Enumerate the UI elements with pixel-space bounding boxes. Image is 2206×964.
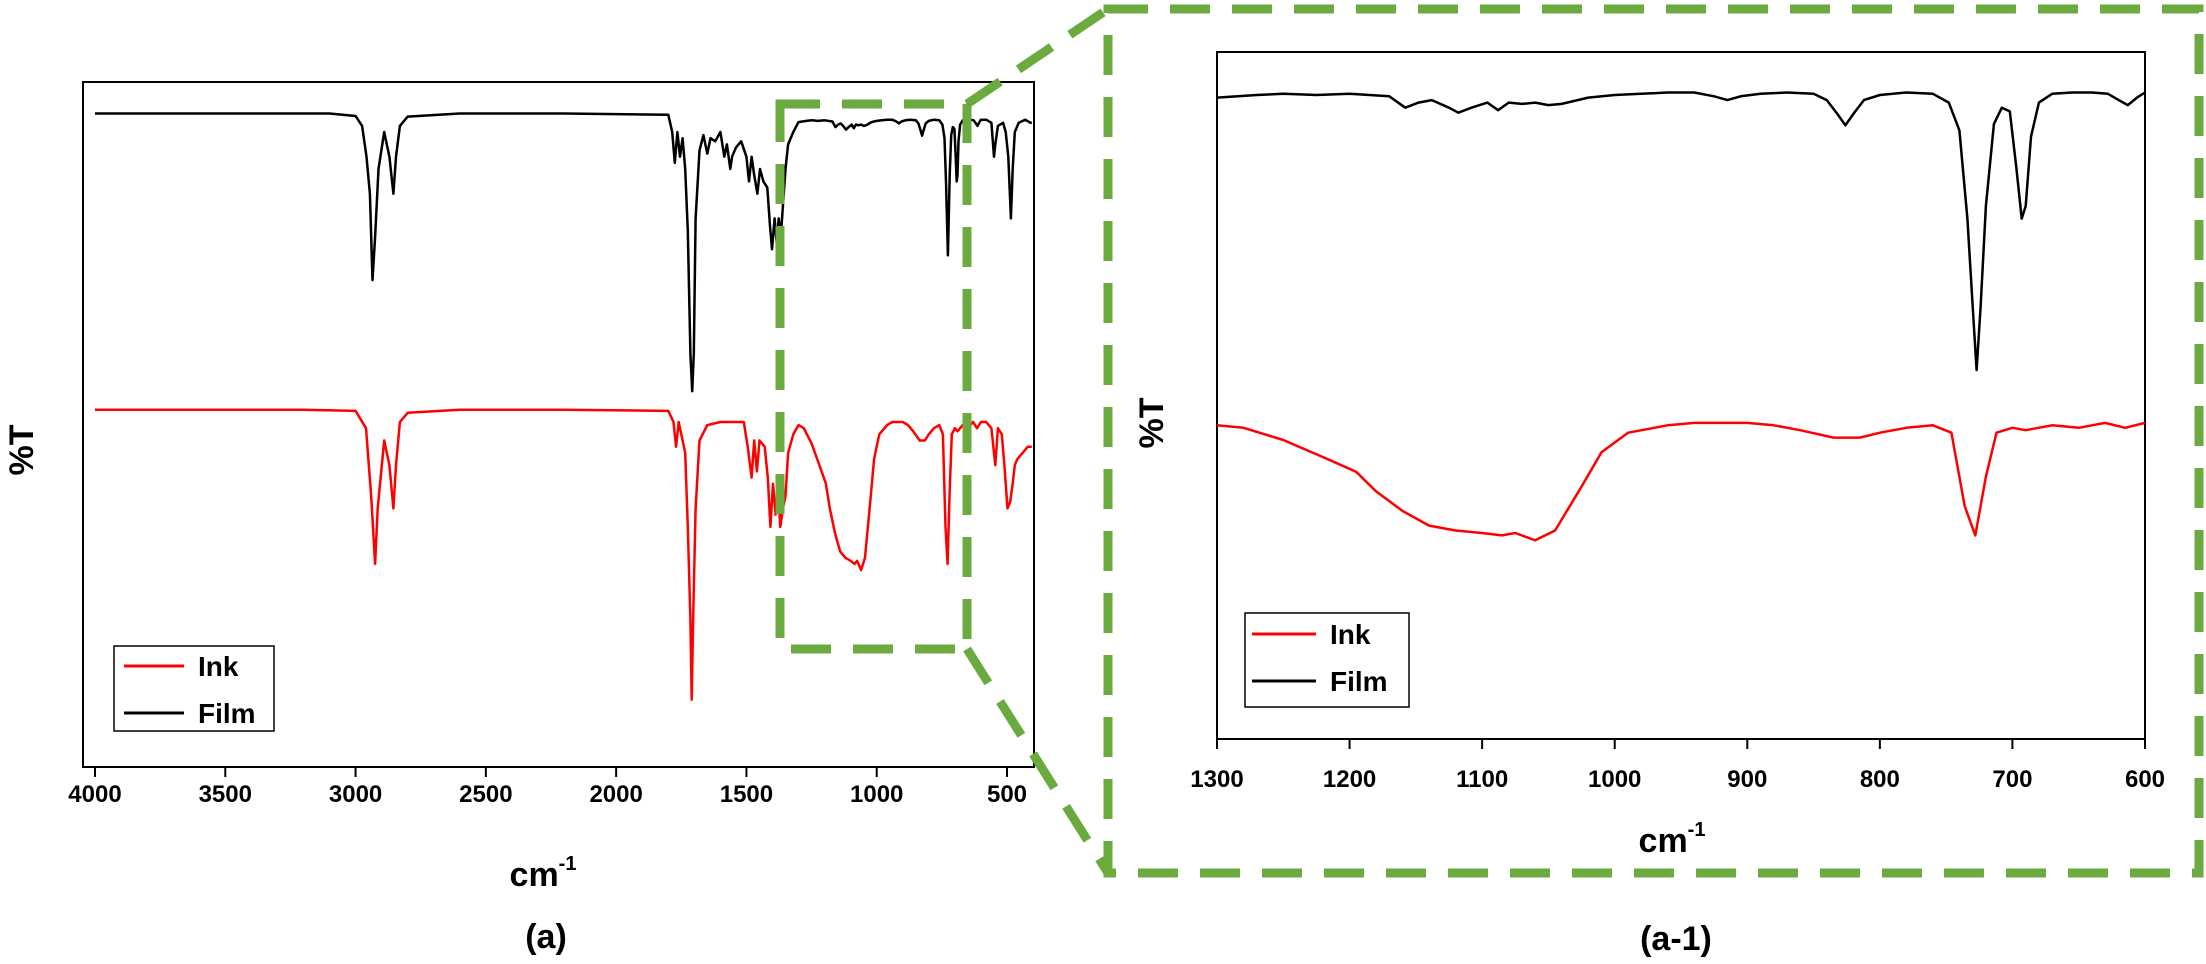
- x-tick-label: 1000: [1588, 766, 1641, 793]
- x-tick-label: 700: [1992, 766, 2032, 793]
- zoom-target-box: [1103, 4, 2204, 878]
- x-tick-label: 2500: [459, 781, 512, 808]
- panel-a: 4000 3500 3000 2500 2000 1500 1000 500 %T cm-1 …: [3, 81, 1035, 956]
- x-tick-label: 1500: [720, 781, 773, 808]
- legend-label-ink: Ink: [198, 651, 239, 682]
- zoom-source-box: [775, 99, 972, 654]
- legend-label-film: Film: [198, 698, 256, 729]
- x-tick-label: 1100: [1456, 766, 1508, 793]
- panel-a-legend-frame: [113, 645, 275, 732]
- panel-a1-x-ticks: 1300 1200 1100 1000 900 800 700 600: [1190, 739, 2165, 793]
- panel-a-plot-frame: [82, 81, 1035, 768]
- panel-a1-series: [1216, 91, 2146, 542]
- panel-a-series: [95, 112, 1032, 701]
- series-line-film: [95, 112, 1032, 393]
- panel-a1-legend: Ink Film: [1244, 612, 1410, 708]
- panel-a1-x-axis-label-unit: cm: [1639, 822, 1688, 860]
- zoom-connector-top: [964, 5, 1111, 108]
- zoom-indicator: [775, 4, 2204, 878]
- panel-a1-y-axis-label: %T: [1133, 397, 1171, 448]
- panel-a-x-axis-label-superscript: -1: [559, 853, 577, 875]
- x-tick-label: 2000: [589, 781, 642, 808]
- x-tick-label: 500: [987, 781, 1027, 808]
- x-tick-label: 1300: [1190, 766, 1243, 793]
- panel-a1-plot-frame: [1216, 51, 2146, 740]
- zoom-series-line-film: [1216, 91, 2146, 372]
- panel-a1: 1300 1200 1100 1000 900 800 700 600 %T cm-1 (a-…: [1133, 51, 2165, 958]
- panel-a-caption: (a): [525, 918, 567, 956]
- x-tick-label: 3000: [329, 781, 382, 808]
- panel-a-x-ticks: 4000 3500 3000 2500 2000 1500 1000 500: [68, 767, 1027, 808]
- panel-a1-legend-frame: [1244, 612, 1410, 708]
- panel-a-legend: Ink Film: [113, 645, 275, 732]
- panel-a1-x-axis-label-superscript: -1: [1688, 819, 1706, 841]
- x-tick-label: 3500: [199, 781, 252, 808]
- x-tick-label: 1200: [1323, 766, 1376, 793]
- x-tick-label: 4000: [68, 781, 121, 808]
- panel-a-x-axis-label: cm-1: [510, 853, 577, 894]
- legend-label-film: Film: [1330, 666, 1388, 697]
- x-tick-label: 1000: [850, 781, 903, 808]
- panel-a1-caption: (a-1): [1640, 920, 1712, 958]
- x-tick-label: 600: [2125, 766, 2165, 793]
- panel-a-y-axis-label: %T: [3, 424, 41, 475]
- panel-a-x-axis-label-unit: cm: [510, 856, 559, 894]
- zoom-connector-bottom: [963, 646, 1112, 876]
- legend-label-ink: Ink: [1330, 619, 1371, 650]
- panel-a1-x-axis-label: cm-1: [1639, 819, 1706, 860]
- x-tick-label: 800: [1860, 766, 1900, 793]
- x-tick-label: 900: [1727, 766, 1767, 793]
- zoom-series-line-ink: [1216, 421, 2146, 542]
